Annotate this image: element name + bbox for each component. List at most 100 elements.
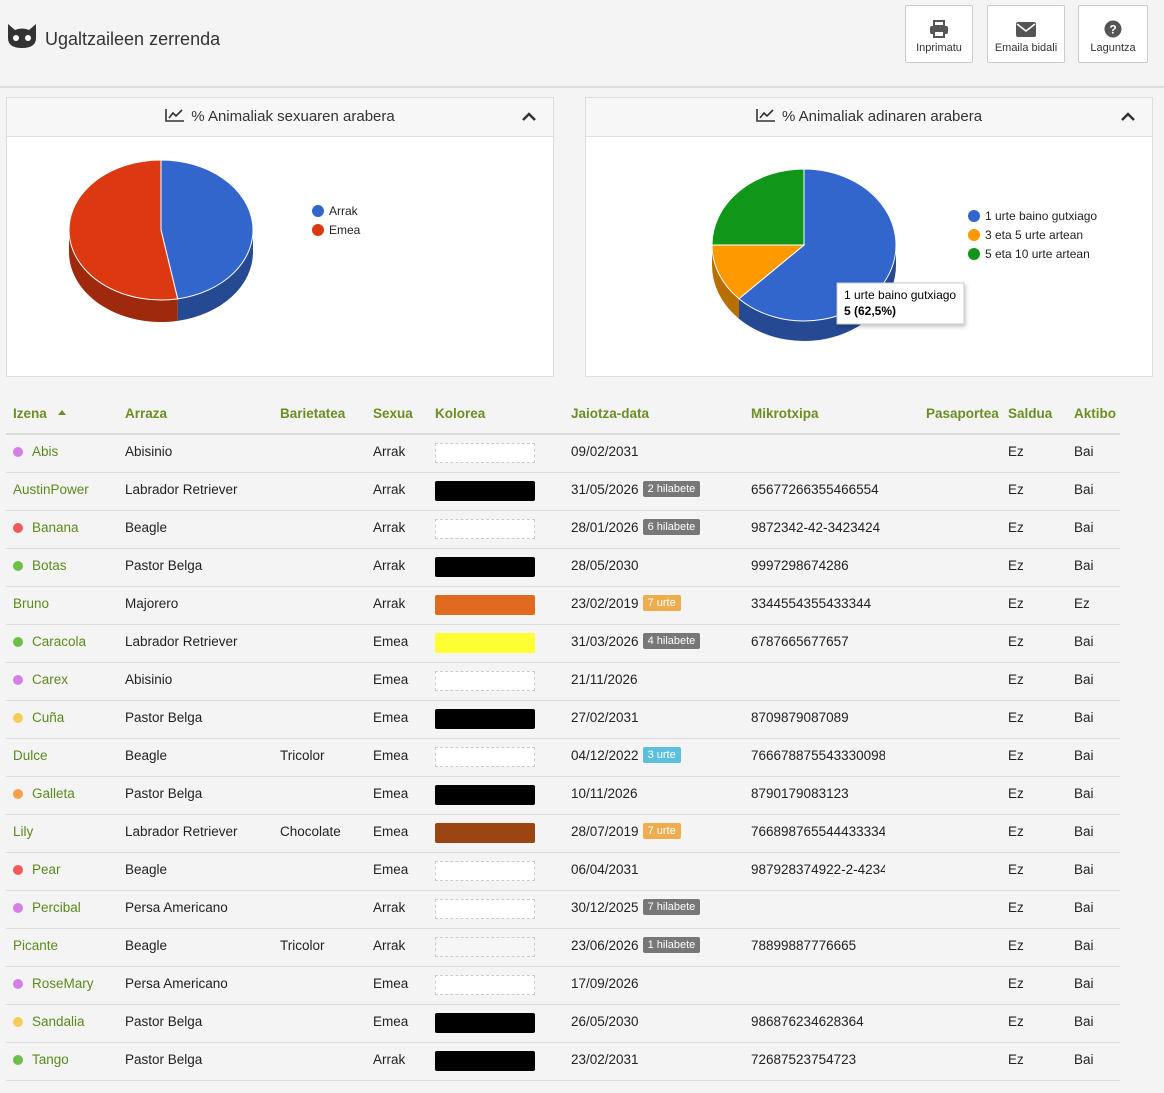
table-row [6, 1005, 1120, 1043]
color-swatch [435, 937, 535, 957]
birth-cell: 31/05/2026 2 hilabete [571, 471, 701, 509]
breed-cell: Labrador Retriever [125, 824, 238, 839]
name-link[interactable]: Carex [32, 672, 69, 687]
collapse-toggle[interactable] [1120, 111, 1136, 123]
legend-label: 3 eta 5 urte artean [985, 228, 1083, 242]
name-link[interactable]: AustinPower [13, 482, 89, 497]
collapse-toggle[interactable] [521, 111, 537, 123]
legend-marker [968, 210, 980, 222]
tooltip-box [836, 282, 965, 325]
sex-cell: Arrak [373, 482, 406, 497]
name-link[interactable]: Sandalia [32, 1014, 85, 1029]
email-button[interactable]: Emaila bidali [987, 5, 1065, 63]
table-row [6, 777, 1120, 815]
legend-label: Arrak [329, 204, 359, 218]
sex-cell: Emea [373, 862, 409, 877]
name-link[interactable]: Caracola [32, 634, 87, 649]
table-row [6, 435, 1120, 473]
active-cell: Bai [1074, 786, 1094, 801]
sold-cell: Ez [1008, 482, 1024, 497]
button-label: Laguntza [1090, 42, 1136, 54]
active-cell: Bai [1074, 900, 1094, 915]
print-button[interactable]: Inprimatu [905, 5, 973, 63]
column-header[interactable]: Aktibo [1074, 406, 1116, 421]
table-row [6, 625, 1120, 663]
name-link[interactable]: Galleta [32, 786, 75, 801]
sex-cell: Emea [373, 824, 409, 839]
button-label: Emaila bidali [994, 42, 1058, 54]
tooltip-value: 5 (62,5%) [844, 304, 896, 318]
help-icon: ? [1104, 20, 1122, 38]
color-swatch [435, 443, 535, 463]
active-cell: Bai [1074, 444, 1094, 459]
column-header[interactable]: Saldua [1008, 406, 1053, 421]
chart-icon [165, 109, 185, 122]
sex-cell: Emea [373, 976, 409, 991]
breed-cell: Majorero [125, 596, 179, 611]
chip-cell: 78899887776665 [751, 938, 857, 953]
age-badge: 6 hilabete [642, 519, 701, 536]
name-link[interactable]: Bruno [13, 596, 50, 611]
chart-title: % Animaliak sexuaren arabera [191, 108, 395, 125]
active-cell: Bai [1074, 710, 1094, 725]
column-header[interactable]: Jaiotza-data [571, 406, 650, 421]
name-link[interactable]: RoseMary [32, 976, 94, 991]
sold-cell: Ez [1008, 786, 1024, 801]
column-header[interactable]: Arraza [125, 406, 168, 421]
name-link[interactable]: Cuña [32, 710, 65, 725]
name-link[interactable]: Dulce [13, 748, 48, 763]
legend-marker [312, 224, 324, 236]
sex-cell: Emea [373, 634, 409, 649]
status-dot [13, 675, 23, 685]
active-cell: Bai [1074, 558, 1094, 573]
active-cell: Bai [1074, 520, 1094, 535]
column-header[interactable]: Kolorea [435, 406, 486, 421]
header-bar: Ugaltzaileen zerrenda Inprimatu Emaila b… [0, 0, 1164, 88]
legend-marker [312, 205, 324, 217]
column-header[interactable]: Mikrotxipa [751, 406, 819, 421]
sold-cell: Ez [1008, 710, 1024, 725]
chip-cell: 9997298674286 [751, 558, 849, 573]
color-swatch [435, 671, 535, 691]
sex-cell: Arrak [373, 900, 406, 915]
chip-cell: 65677266355466554 [751, 482, 879, 497]
breed-cell: Persa Americano [125, 900, 228, 915]
table-row [6, 891, 1120, 929]
chip-cell: 72687523754723 [751, 1052, 857, 1067]
status-dot [13, 561, 23, 571]
legend-marker [968, 248, 980, 260]
logo [8, 24, 36, 48]
color-swatch [435, 861, 535, 881]
name-link[interactable]: Abis [32, 444, 59, 459]
name-link[interactable]: Tango [32, 1052, 69, 1067]
button-label: Inprimatu [916, 42, 962, 54]
variety-cell: Chocolate [280, 824, 341, 839]
status-dot [13, 865, 23, 875]
name-link[interactable]: Banana [32, 520, 79, 535]
birth-cell: 04/12/2022 3 urte [571, 737, 681, 775]
color-swatch [435, 709, 535, 729]
pie-slice [68, 159, 179, 301]
table-row [6, 929, 1120, 967]
column-header[interactable]: Pasaportea [926, 406, 999, 421]
status-dot [13, 523, 23, 533]
breed-cell: Pastor Belga [125, 786, 203, 801]
name-link[interactable]: Pear [32, 862, 61, 877]
sex-cell: Arrak [373, 938, 406, 953]
print-icon [930, 20, 948, 38]
column-header[interactable]: Izena [13, 406, 47, 421]
birth-cell: 23/02/2031 [571, 1052, 639, 1067]
legend-label: 1 urte baino gutxiago [985, 209, 1097, 223]
column-header[interactable]: Sexua [373, 406, 413, 421]
name-link[interactable]: Botas [32, 558, 67, 573]
chip-cell: 8709879087089 [751, 710, 849, 725]
age-badge: 7 hilabete [642, 899, 701, 916]
column-header[interactable]: Barietatea [280, 406, 346, 421]
name-link[interactable]: Picante [13, 938, 59, 953]
chip-cell: 3344554355433344 [751, 596, 872, 611]
sold-cell: Ez [1008, 900, 1024, 915]
name-link[interactable]: Lily [13, 824, 34, 839]
status-dot [13, 789, 23, 799]
name-link[interactable]: Percibal [32, 900, 81, 915]
help-button[interactable]: ? Laguntza [1078, 5, 1148, 63]
